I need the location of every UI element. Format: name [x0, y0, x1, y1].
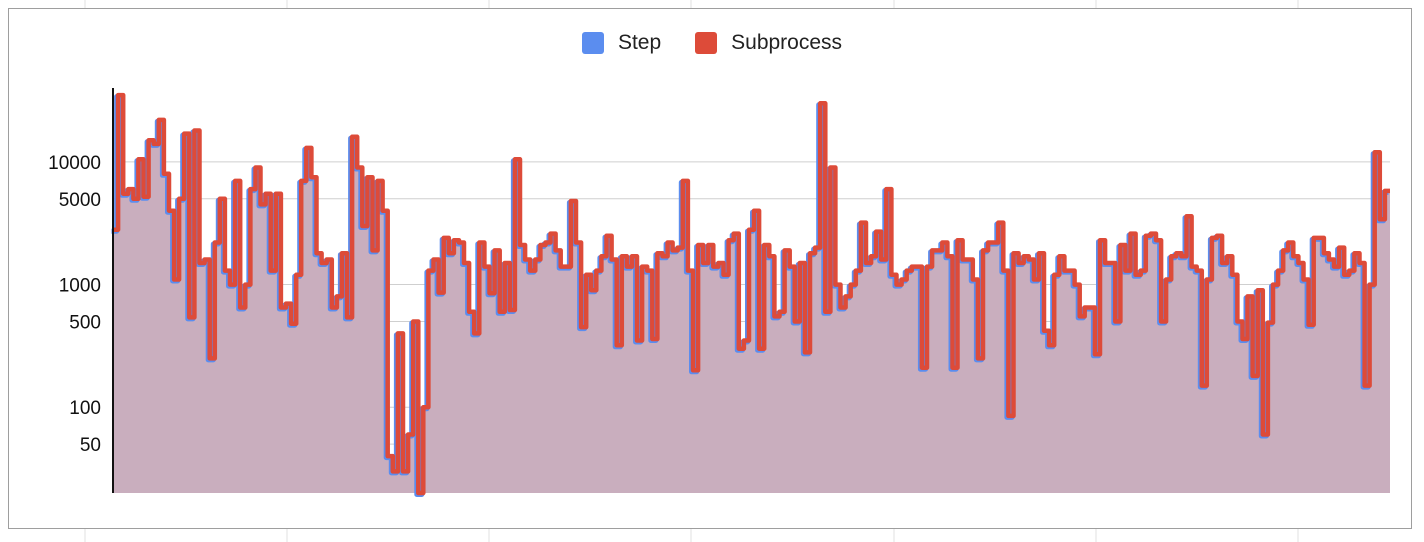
- legend-item-subprocess[interactable]: Subprocess: [695, 31, 842, 55]
- y-tick-label: 500: [69, 312, 101, 333]
- legend[interactable]: Step Subprocess: [0, 31, 1424, 55]
- y-tick-label: 5000: [59, 190, 101, 211]
- legend-swatch-subprocess: [695, 32, 718, 54]
- y-tick-label: 50: [80, 435, 101, 456]
- y-axis-tick-labels: 50 100 500 1000 5000 10000: [48, 153, 101, 456]
- plot-area: [111, 92, 1390, 497]
- y-tick-label: 10000: [48, 153, 101, 174]
- y-tick-label: 100: [69, 398, 101, 419]
- legend-item-step[interactable]: Step: [581, 31, 662, 55]
- legend-label-subprocess: Subprocess: [731, 31, 843, 54]
- legend-swatch-step: [581, 32, 604, 54]
- y-tick-label: 1000: [59, 276, 101, 297]
- legend-label-step: Step: [617, 31, 662, 54]
- area-fill: [113, 95, 1390, 493]
- series-line-subprocess: [113, 92, 1390, 496]
